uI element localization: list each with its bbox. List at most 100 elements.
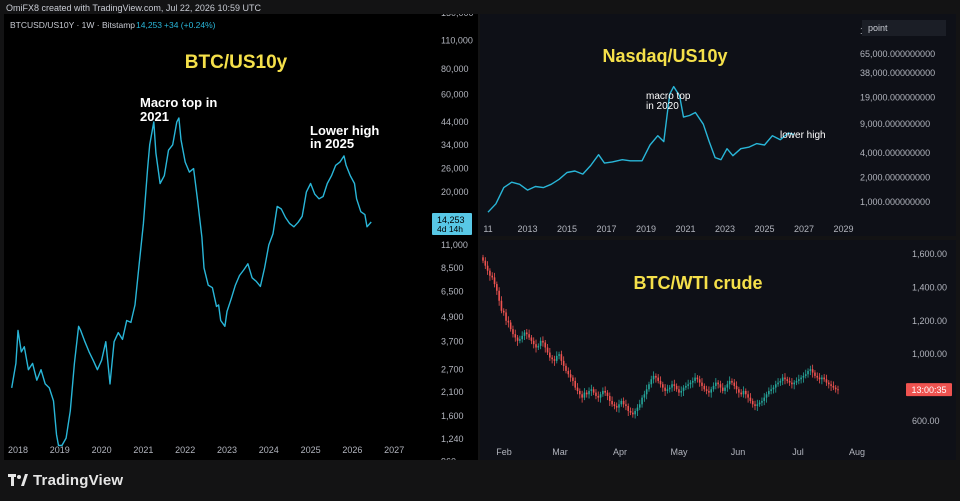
candle-body bbox=[721, 387, 724, 391]
candle-body bbox=[641, 397, 643, 405]
attribution-header: OmiFX8 created with TradingView.com, Jul… bbox=[6, 3, 261, 13]
candle-body bbox=[636, 407, 639, 411]
candle-body bbox=[795, 380, 798, 383]
candle-body bbox=[742, 390, 745, 395]
candle-body bbox=[590, 389, 593, 391]
candle-body bbox=[744, 390, 747, 395]
candle-body bbox=[613, 404, 616, 406]
candle-body bbox=[574, 380, 577, 388]
candle-body bbox=[535, 344, 537, 348]
x-tick-label: 2018 bbox=[8, 445, 28, 455]
candle-body bbox=[747, 394, 749, 398]
y-tick-label: 1,000.000000000 bbox=[860, 197, 930, 207]
x-tick-label: 2015 bbox=[557, 224, 577, 234]
candle-body bbox=[728, 380, 731, 385]
candle-body bbox=[719, 384, 722, 388]
candle-body bbox=[512, 329, 514, 335]
annotation-line: in 2025 bbox=[310, 136, 354, 151]
candle-body bbox=[666, 389, 669, 391]
x-tick-label: Aug bbox=[849, 447, 865, 457]
candle-body bbox=[691, 380, 694, 383]
btc-wti-chart[interactable]: 600.00800.001,000.001,200.001,400.001,60… bbox=[480, 240, 956, 460]
y-tick-label: 8,500 bbox=[441, 263, 464, 273]
candle-body bbox=[791, 382, 793, 385]
candle-body bbox=[777, 382, 779, 385]
candle-body bbox=[629, 410, 632, 413]
y-tick-label: 38,000.000000000 bbox=[860, 68, 935, 78]
candle-body bbox=[500, 300, 503, 311]
candle-body bbox=[496, 284, 498, 291]
price-tag bbox=[432, 213, 472, 235]
series-line bbox=[487, 85, 795, 213]
nasdaq-us10y-chart-panel[interactable]: 1,000.000000000 2,000.000000000 4,000.0000… bbox=[480, 14, 956, 236]
candle-body bbox=[491, 275, 494, 278]
candle-body bbox=[650, 379, 653, 385]
candle-body bbox=[710, 389, 713, 393]
candle-body bbox=[708, 390, 710, 393]
btc-us10y-chart-panel[interactable]: 960 1,240 1,600 2,100 2,700 3,700 4,900 6,500 8,… bbox=[4, 8, 478, 467]
candle-body bbox=[604, 390, 606, 393]
footer-bar: TradingView bbox=[0, 462, 960, 501]
price-tag-value: 14,253 bbox=[437, 215, 465, 225]
candle-body bbox=[579, 390, 581, 395]
candle-body bbox=[756, 404, 759, 406]
y-tick-label: 6,500 bbox=[441, 287, 464, 297]
candle-body bbox=[798, 379, 800, 381]
candle-body bbox=[701, 382, 703, 386]
x-tick-label: 2013 bbox=[517, 224, 537, 234]
candle-body bbox=[583, 392, 586, 398]
candle-body bbox=[823, 377, 825, 380]
x-tick-label: 2019 bbox=[636, 224, 656, 234]
candle-body bbox=[567, 370, 570, 375]
scale-type-label[interactable]: point bbox=[862, 20, 946, 36]
candle-body bbox=[489, 270, 491, 276]
candle-body bbox=[588, 390, 590, 395]
candle-body bbox=[560, 354, 563, 361]
x-tick-label: 2023 bbox=[715, 224, 735, 234]
y-tick-label: 60,000 bbox=[441, 89, 469, 99]
btc-wti-chart-panel[interactable]: 600.00800.001,000.001,200.001,400.001,60… bbox=[480, 240, 956, 460]
annotation-line: Macro top in bbox=[140, 95, 217, 110]
candle-body bbox=[542, 340, 544, 343]
candle-body bbox=[754, 404, 756, 406]
candle-body bbox=[825, 379, 828, 383]
y-tick-label: 2,100 bbox=[441, 387, 464, 397]
last-value: 14,253 bbox=[136, 20, 162, 30]
candle-body bbox=[498, 290, 500, 301]
y-tick-label: 34,000 bbox=[441, 140, 469, 150]
candle-body bbox=[740, 392, 742, 395]
candle-body bbox=[733, 382, 736, 386]
nasdaq-us10y-chart[interactable]: 1,000.000000000 2,000.000000000 4,000.0000… bbox=[480, 14, 956, 236]
candle-body bbox=[761, 400, 763, 403]
y-tick-label: 3,700 bbox=[441, 337, 464, 347]
annotation-line: Lower high bbox=[310, 123, 379, 138]
candle-body bbox=[555, 355, 558, 361]
candle-body bbox=[694, 377, 696, 381]
price-tag bbox=[906, 383, 952, 397]
candle-body bbox=[638, 404, 641, 408]
candle-body bbox=[657, 377, 660, 381]
candle-body bbox=[689, 382, 692, 385]
annotation-line: 2021 bbox=[140, 109, 169, 124]
candle-body bbox=[811, 369, 814, 373]
y-tick-label: 11,000 bbox=[441, 240, 468, 250]
candle-body bbox=[809, 369, 812, 371]
candle-body bbox=[726, 384, 729, 388]
candle-body bbox=[507, 320, 510, 323]
y-tick-label: 2,000.000000000 bbox=[860, 172, 930, 182]
candle-body bbox=[671, 384, 673, 388]
candle-body bbox=[632, 412, 634, 415]
candle-body bbox=[634, 410, 636, 415]
candle-body bbox=[572, 377, 574, 381]
candle-body bbox=[585, 392, 588, 395]
y-tick-label: 26,000 bbox=[441, 164, 469, 174]
tradingview-logo[interactable]: TradingView bbox=[8, 472, 123, 489]
candle-body bbox=[664, 387, 666, 391]
btc-us10y-chart[interactable]: 960 1,240 1,600 2,100 2,700 3,700 4,900 6,500 8,… bbox=[4, 8, 478, 466]
candle-body bbox=[661, 384, 664, 388]
candle-body bbox=[576, 387, 579, 391]
change-value: +34 (+0.24%) bbox=[164, 20, 216, 30]
y-tick-label: 44,000 bbox=[441, 117, 469, 127]
candle-body bbox=[724, 387, 726, 391]
candle-body bbox=[687, 384, 689, 386]
